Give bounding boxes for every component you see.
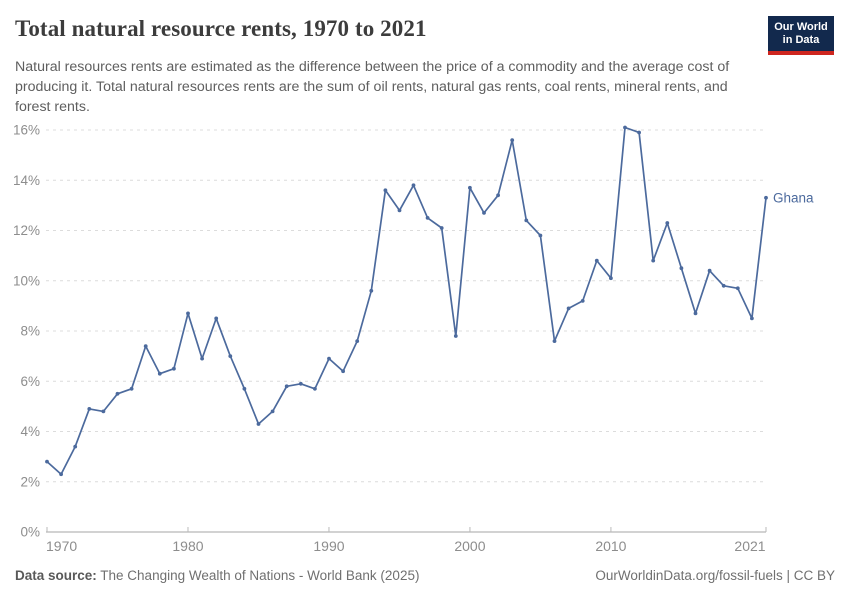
- data-point-1985: [256, 422, 261, 426]
- data-point-1994: [383, 188, 388, 193]
- data-point-1996: [411, 183, 416, 188]
- data-point-2013: [651, 258, 656, 263]
- data-point-1978: [157, 371, 162, 376]
- y-tick-label: 8%: [20, 324, 40, 339]
- data-point-2021: [764, 195, 768, 200]
- data-point-1983: [228, 354, 233, 358]
- data-point-2012: [637, 130, 641, 135]
- x-tick-label: 2021: [734, 538, 765, 554]
- data-point-1979: [172, 366, 176, 371]
- data-point-1972: [73, 444, 78, 449]
- data-point-2007: [566, 306, 571, 311]
- data-point-1995: [397, 208, 402, 213]
- data-source-note: Data source: The Changing Wealth of Nati…: [15, 568, 419, 583]
- x-tick-label: 2010: [595, 538, 626, 554]
- data-point-2000: [468, 185, 472, 190]
- data-point-1980: [186, 311, 190, 316]
- data-point-2002: [496, 193, 500, 198]
- data-point-2008: [580, 299, 585, 303]
- y-tick-label: 2%: [20, 474, 40, 489]
- data-point-1997: [425, 216, 430, 220]
- data-point-1971: [59, 472, 63, 477]
- data-point-1993: [369, 288, 374, 293]
- data-point-1973: [87, 407, 92, 411]
- data-point-2014: [665, 221, 670, 225]
- data-point-2010: [609, 276, 613, 281]
- data-point-1992: [355, 339, 360, 343]
- y-tick-label: 10%: [13, 273, 40, 288]
- data-point-2009: [594, 258, 599, 263]
- data-point-1970: [45, 459, 49, 464]
- data-point-1986: [270, 409, 275, 414]
- data-point-2015: [679, 266, 684, 271]
- data-point-2003: [510, 138, 515, 143]
- x-tick-label: 1970: [46, 538, 77, 554]
- data-point-2001: [482, 211, 486, 215]
- data-point-1982: [214, 316, 219, 321]
- data-point-1987: [284, 384, 289, 389]
- y-tick-label: 0%: [20, 525, 40, 540]
- data-point-1998: [439, 226, 444, 230]
- data-source-label: Data source:: [15, 568, 97, 583]
- y-tick-label: 6%: [20, 374, 40, 389]
- data-source-text: The Changing Wealth of Nations - World B…: [96, 568, 420, 583]
- y-tick-label: 4%: [20, 424, 40, 439]
- x-tick-label: 1990: [313, 538, 344, 554]
- line-series-ghana: [46, 126, 767, 476]
- data-point-2004: [524, 218, 529, 223]
- y-tick-label: 16%: [13, 123, 40, 138]
- owid-logo-line1: Our World: [774, 21, 828, 33]
- owid-logo-accent-bar: [768, 51, 834, 55]
- data-point-1976: [129, 386, 134, 391]
- data-point-1984: [242, 386, 247, 391]
- data-point-2005: [538, 233, 543, 238]
- x-tick-label: 2000: [454, 538, 485, 554]
- data-point-2016: [693, 311, 698, 316]
- y-tick-label: 14%: [13, 173, 40, 188]
- data-point-2018: [721, 283, 726, 288]
- data-point-1974: [101, 409, 106, 414]
- chart-subtitle: Natural resources rents are estimated as…: [15, 59, 730, 115]
- page-title: Total natural resource rents, 1970 to 20…: [15, 16, 427, 41]
- data-point-2006: [552, 339, 557, 343]
- data-point-2020: [750, 316, 754, 321]
- data-point-2011: [623, 125, 627, 130]
- data-point-1981: [200, 356, 205, 361]
- data-point-1975: [115, 391, 120, 396]
- data-point-1989: [313, 386, 317, 391]
- y-tick-label: 12%: [13, 223, 40, 238]
- chart-footer: Data source: The Changing Wealth of Nati…: [15, 568, 835, 583]
- owid-logo-box: Our World in Data: [768, 16, 834, 51]
- owid-logo[interactable]: Our World in Data: [768, 16, 834, 55]
- data-point-1990: [327, 356, 331, 361]
- data-point-1999: [453, 334, 458, 338]
- data-point-1977: [143, 344, 148, 348]
- series-end-label[interactable]: Ghana: [773, 190, 814, 205]
- owid-credit-link[interactable]: OurWorldinData.org/fossil-fuels | CC BY: [595, 568, 835, 583]
- x-tick-label: 1980: [172, 538, 203, 554]
- data-point-1991: [341, 369, 345, 374]
- data-point-1988: [298, 381, 303, 386]
- data-point-2017: [707, 268, 712, 273]
- data-point-2019: [735, 286, 740, 291]
- owid-logo-line2: in Data: [782, 34, 820, 46]
